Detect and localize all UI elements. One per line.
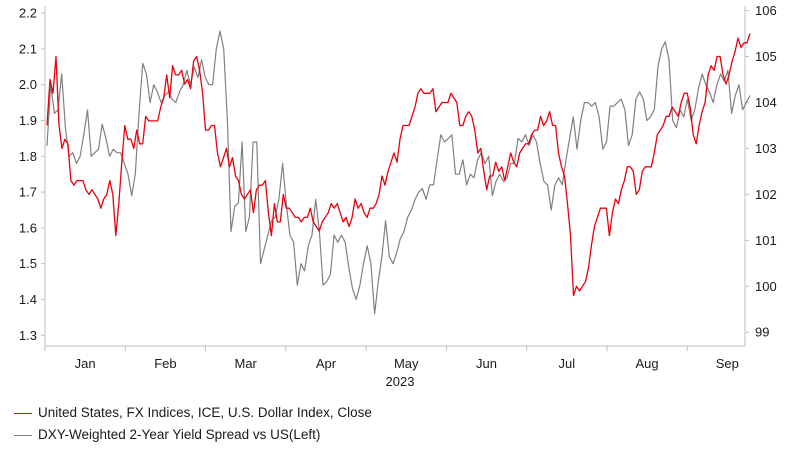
x-tick-label: Mar — [234, 356, 257, 371]
right-axis-ticks: 99 100 101 102 103 104 105 106 — [745, 3, 777, 340]
x-axis-ticks: Jan Feb Mar Apr May Jun Jul Aug Sep — [44, 346, 739, 371]
right-tick-label: 105 — [755, 49, 777, 64]
left-tick-label: 1.9 — [19, 113, 37, 128]
chart-frame — [44, 6, 746, 347]
x-tick-label: Jul — [558, 356, 575, 371]
left-axis-ticks: 1.3 1.4 1.5 1.6 1.7 1.8 1.9 2.0 2.1 2.2 — [19, 6, 45, 343]
x-tick-label: Jan — [75, 356, 96, 371]
legend-item-dxy: United States, FX Indices, ICE, U.S. Dol… — [14, 402, 372, 424]
left-tick-label: 1.4 — [19, 292, 37, 307]
series-layer — [46, 30, 751, 315]
right-tick-label: 100 — [755, 279, 777, 294]
left-tick-label: 2.1 — [19, 41, 37, 56]
legend-swatch-yield-spread — [14, 434, 32, 436]
legend-swatch-dxy — [14, 412, 32, 414]
right-tick-label: 102 — [755, 187, 777, 202]
left-tick-label: 1.8 — [19, 149, 37, 164]
series-line-yield-spread — [46, 30, 751, 315]
right-tick-label: 104 — [755, 95, 777, 110]
legend-label-dxy: United States, FX Indices, ICE, U.S. Dol… — [38, 405, 372, 420]
x-tick-label: May — [394, 356, 419, 371]
x-tick-label: Aug — [635, 356, 658, 371]
legend-label-yield-spread: DXY-Weighted 2-Year Yield Spread vs US(L… — [38, 427, 321, 442]
legend: United States, FX Indices, ICE, U.S. Dol… — [14, 402, 372, 446]
x-tick-label: Sep — [716, 356, 739, 371]
left-tick-label: 1.5 — [19, 256, 37, 271]
right-tick-label: 99 — [755, 325, 769, 340]
left-tick-label: 2.2 — [19, 6, 37, 21]
x-tick-label: Apr — [316, 356, 337, 371]
right-tick-label: 106 — [755, 3, 777, 18]
left-tick-label: 2.0 — [19, 77, 37, 92]
x-tick-label: Feb — [154, 356, 176, 371]
left-tick-label: 1.7 — [19, 185, 37, 200]
right-tick-label: 103 — [755, 141, 777, 156]
line-chart: 1.3 1.4 1.5 1.6 1.7 1.8 1.9 2.0 2.1 2.2 99 100 101 1… — [19, 3, 777, 389]
left-tick-label: 1.6 — [19, 220, 37, 235]
legend-item-yield-spread: DXY-Weighted 2-Year Yield Spread vs US(L… — [14, 424, 372, 446]
x-axis-year-label: 2023 — [386, 374, 415, 389]
right-tick-label: 101 — [755, 233, 777, 248]
series-line-dxy — [46, 33, 751, 297]
x-tick-label: Jun — [476, 356, 497, 371]
left-tick-label: 1.3 — [19, 328, 37, 343]
